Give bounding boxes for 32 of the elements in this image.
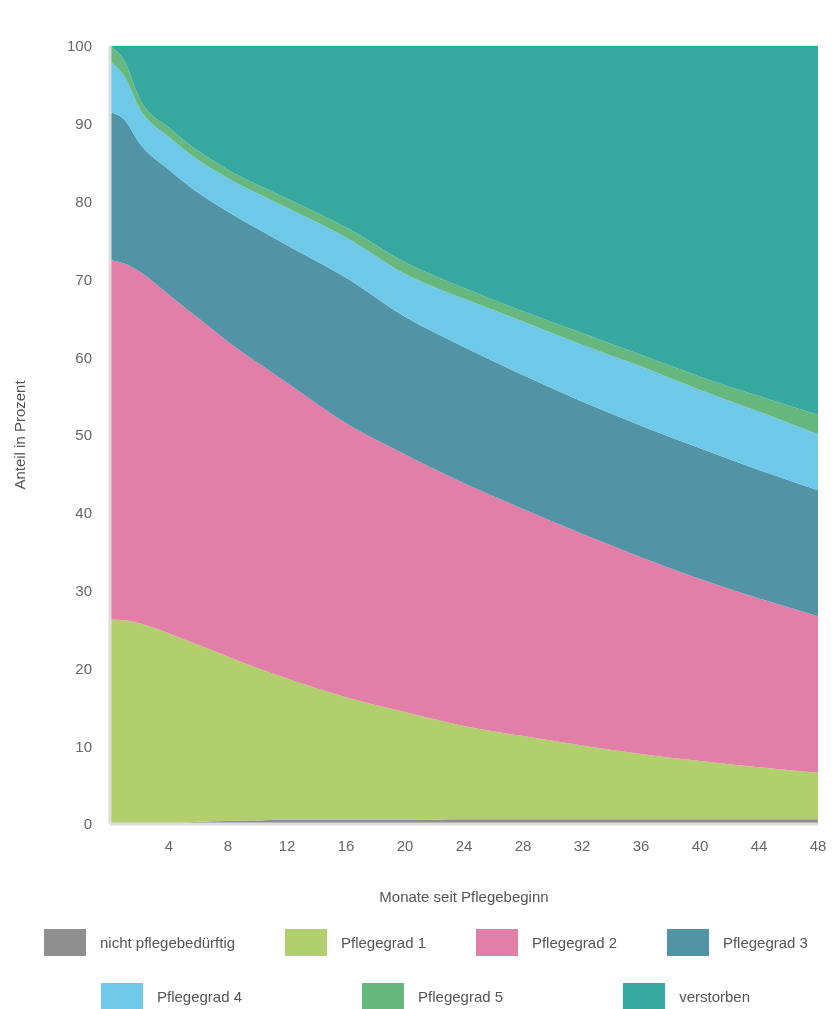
legend-label: Pflegegrad 5 <box>418 987 504 1005</box>
y-tick-label: 100 <box>66 37 92 55</box>
legend-label: nicht pflegebedürftig <box>100 933 236 951</box>
y-tick-label: 50 <box>75 426 92 444</box>
x-tick-label: 8 <box>223 836 233 854</box>
x-tick-label: 28 <box>514 836 532 854</box>
y-tick-label: 60 <box>75 348 92 366</box>
legend-label: Pflegegrad 2 <box>531 933 618 951</box>
x-tick-label: 48 <box>809 836 827 854</box>
x-axis-title: Monate seit Pflegebeginn <box>379 888 549 905</box>
x-tick-label: 20 <box>396 836 414 854</box>
legend-label: verstorben <box>679 987 750 1005</box>
legend-label: Pflegegrad 3 <box>722 933 808 951</box>
x-tick-label: 24 <box>455 836 473 854</box>
x-tick-label: 36 <box>632 836 650 854</box>
y-tick-label: 10 <box>75 737 92 755</box>
y-tick-label: 20 <box>75 659 92 677</box>
x-tick-label: 44 <box>750 836 768 854</box>
y-tick-label: 80 <box>75 192 92 210</box>
x-tick-label: 12 <box>278 836 296 854</box>
x-tick-label: 40 <box>691 836 709 854</box>
legend-label: Pflegegrad 4 <box>157 987 243 1005</box>
x-tick-label: 16 <box>337 836 355 854</box>
y-tick-label: 90 <box>75 115 92 133</box>
x-tick-label: 32 <box>573 836 591 854</box>
y-axis-title: Anteil in Prozent <box>11 379 29 490</box>
y-tick-label: 30 <box>75 581 92 599</box>
y-tick-label: 40 <box>75 504 92 522</box>
legend-label: Pflegegrad 1 <box>340 933 427 951</box>
y-tick-label: 0 <box>83 815 92 833</box>
x-tick-label: 4 <box>164 836 174 854</box>
y-tick-label: 70 <box>75 270 92 288</box>
